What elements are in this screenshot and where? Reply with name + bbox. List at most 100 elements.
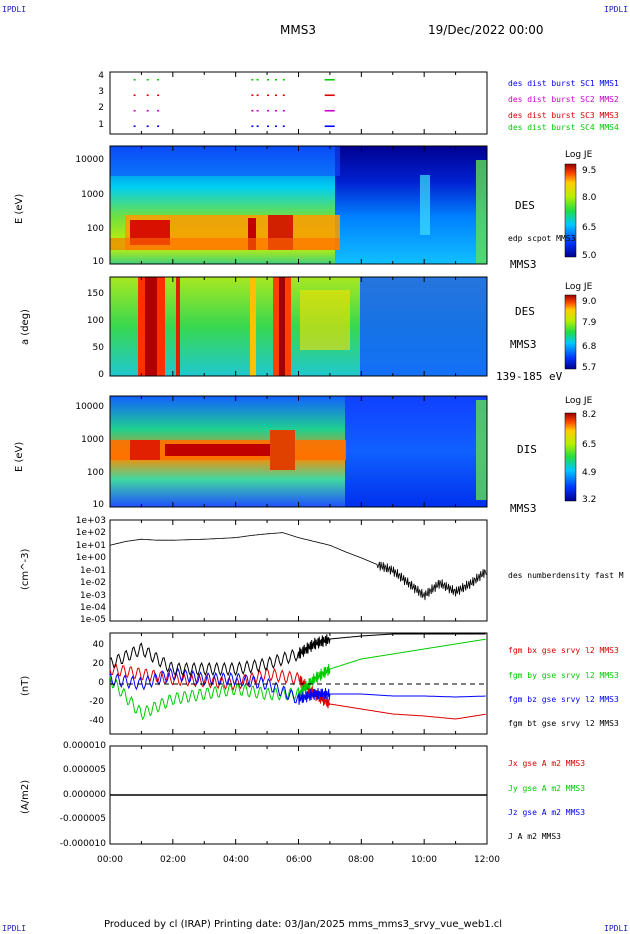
x-tick-marks [109,72,488,844]
x-tick-label: 10:00 [411,855,437,865]
p5-ytick: 1e+00 [75,553,106,563]
dis-energy-spectrogram [110,396,487,507]
burst-mark [256,94,259,97]
p1-legend-sc1: des dist burst SC1 MMS1 [508,79,619,88]
p1-legend-sc3: des dist burst SC3 MMS3 [508,111,619,120]
bfield-series-line [109,664,486,720]
p5-ytick: 1e-03 [80,591,106,601]
p1-ytick: 3 [98,87,104,97]
p2-label-des: DES [515,199,535,212]
burst-mark [251,94,254,97]
p7-ylabel: (A/m2) [20,779,31,814]
x-tick-label: 04:00 [223,855,249,865]
p3-ytick: 150 [86,289,104,299]
p3-label-des: DES [515,305,535,318]
footer-credit: Produced by cl (IRAP) Printing date: 03/… [104,919,503,930]
p6-legend-bt: fgm bt gse srvy l2 MMS3 [508,719,619,728]
p3-cbar-tick: 7.9 [582,318,597,328]
p5-ytick: 1e-05 [80,615,106,625]
x-tick-label: 06:00 [286,855,312,865]
p7-legend-jy: Jy gse A m2 MMS3 [508,784,586,793]
des-pitch-angle-spectrogram [110,277,487,376]
p2-ytick: 100 [86,224,104,234]
burst-mark [251,125,254,128]
p3-ytick: 0 [98,370,104,380]
p1-legend-sc2: des dist burst SC2 MMS2 [508,95,619,104]
p3-label-energy: 139-185 eV [496,370,563,383]
burst-mark [282,94,285,97]
p2-ytick: 10 [92,257,104,267]
density-line [109,532,487,601]
p3-cbar-title: Log JE [565,282,593,292]
p1-ytick: 4 [98,71,104,81]
p6-ytick: -40 [89,716,104,726]
p3-cbar-tick: 6.8 [582,342,597,352]
p7-ytick: 0.000005 [63,765,106,775]
colorbar-panel4 [564,412,577,502]
p6-legend-bz: fgm bz gse srvy l2 MMS3 [508,695,619,704]
p7-legend-j: J A m2 MMS3 [508,832,561,841]
p5-ytick: 1e+01 [75,541,106,551]
spacecraft-title: MMS3 [280,23,316,37]
p4-ylabel: E (eV) [14,441,25,472]
p3-cbar-tick: 9.0 [582,297,597,307]
burst-mark [157,109,160,112]
burst-mark [324,78,335,81]
burst-mark [133,125,136,128]
p5-ylabel: (cm^-3) [20,548,31,590]
density-series-line [109,532,487,601]
burst-mark [251,109,254,112]
burst-mark [267,78,270,81]
burst-mark [251,78,254,81]
corner-label-top-right: IPDLI [604,5,629,14]
burst-mark [274,78,277,81]
p4-ytick: 1000 [81,435,104,445]
p5-ytick: 1e+02 [75,528,106,538]
p4-label-dis: DIS [517,443,537,456]
burst-mark [146,125,149,128]
p4-cbar-tick: 6.5 [582,440,597,450]
p2-cbar-title: Log JE [565,150,593,160]
burst-mark [157,94,160,97]
p6-ytick: 20 [92,659,104,669]
bfield-series-line [109,633,486,677]
burst-mark [256,109,259,112]
burst-mark [146,109,149,112]
burst-mark [274,109,277,112]
p3-cbar-tick: 5.7 [582,363,597,373]
burst-mark [267,125,270,128]
p3-ytick: 50 [92,343,104,353]
p2-ytick: 10000 [75,155,104,165]
burst-mark [282,125,285,128]
p4-ytick: 10000 [75,402,104,412]
p7-ytick: -0.000010 [59,839,106,849]
p3-ytick: 100 [86,316,104,326]
colorbar-panel3 [564,294,577,370]
p2-cbar-tick: 9.5 [582,166,597,176]
p4-cbar-title: Log JE [565,396,593,406]
colorbar-panel2 [564,163,577,258]
p5-ytick: 1e+03 [75,516,106,526]
burst-mark [256,125,259,128]
p6-ytick: 40 [92,640,104,650]
p3-label-sc: MMS3 [510,338,537,351]
p4-cbar-tick: 8.2 [582,410,597,420]
p6-ytick: -20 [89,697,104,707]
burst-mark [133,94,136,97]
p1-ytick: 1 [98,120,104,130]
x-tick-label: 08:00 [348,855,374,865]
burst-mark [157,125,160,128]
burst-mark [133,109,136,112]
p6-legend-by: fgm by gse srvy l2 MMS3 [508,671,619,680]
burst-mark [274,94,277,97]
burst-mark [267,109,270,112]
p2-ytick: 1000 [81,190,104,200]
burst-mark [146,94,149,97]
p7-legend-jz: Jz gse A m2 MMS3 [508,808,586,817]
burst-mark [133,78,136,81]
p4-cbar-tick: 4.9 [582,468,597,478]
des-energy-spectrogram [110,146,487,264]
burst-marks [133,78,335,128]
burst-mark [282,78,285,81]
